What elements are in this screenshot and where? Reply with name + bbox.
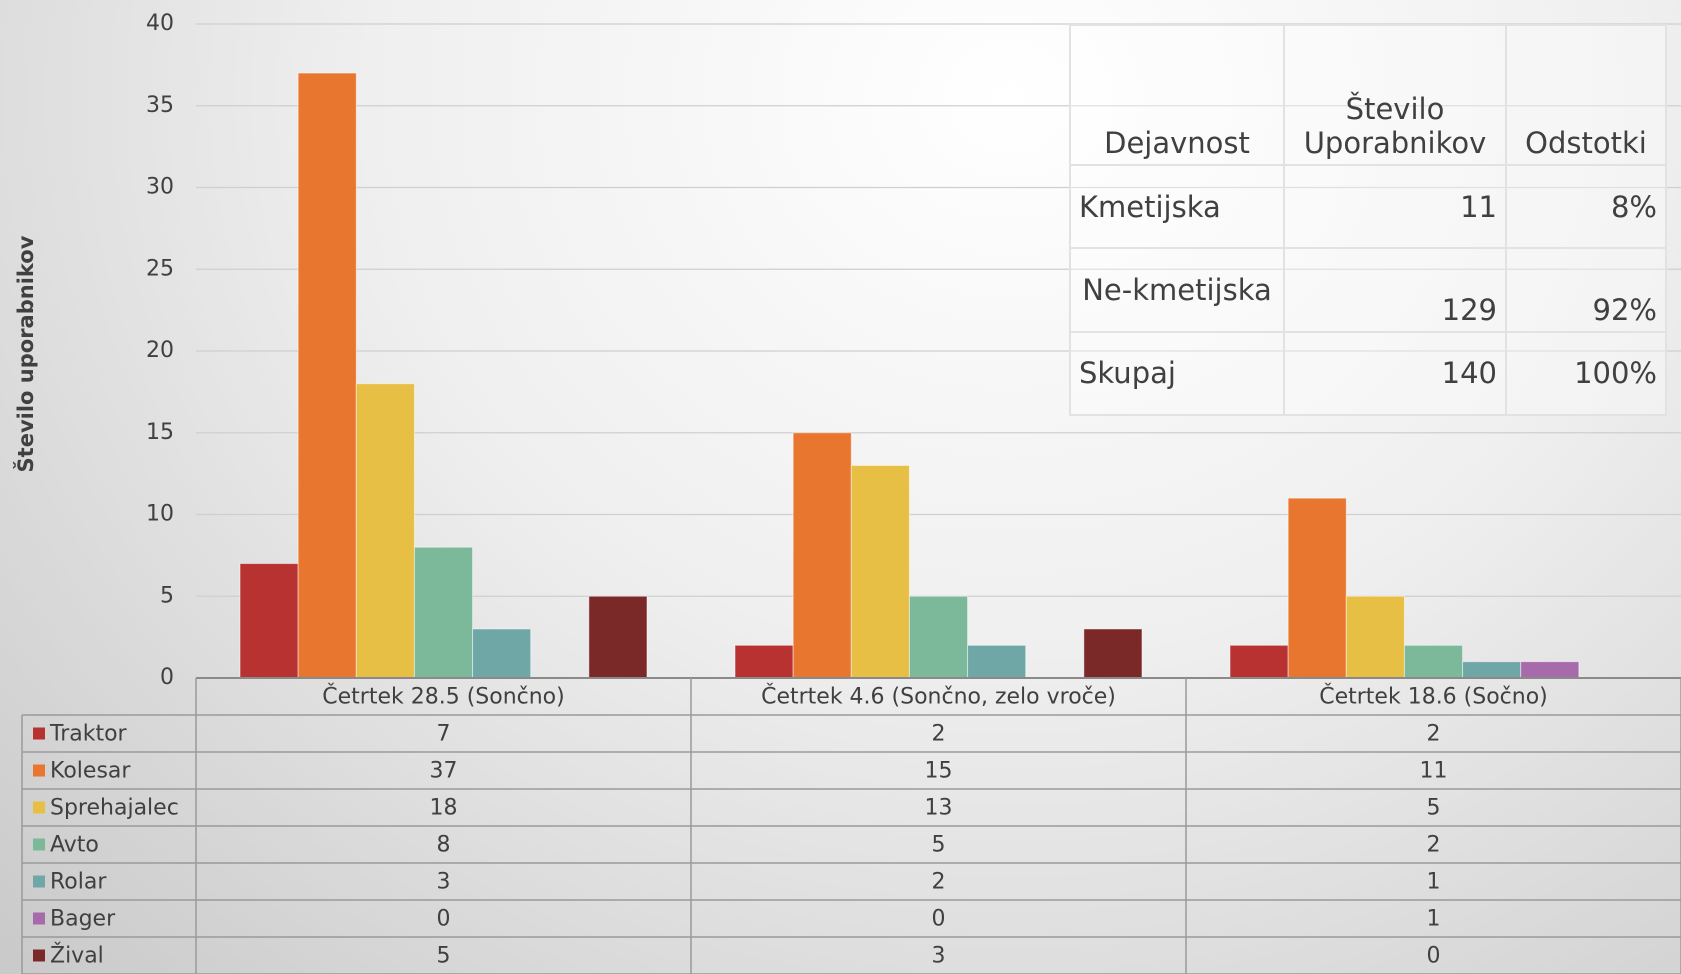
- table-cell: Skupaj: [1069, 330, 1285, 417]
- y-tick-label: 35: [146, 93, 174, 118]
- bar: [734, 644, 794, 679]
- legend-swatch: [33, 838, 45, 851]
- bar: [297, 72, 357, 679]
- bar: [1403, 644, 1464, 679]
- data-table-value: 37: [430, 759, 458, 784]
- bar: [1287, 497, 1347, 679]
- data-table-value: 0: [437, 907, 451, 932]
- bar: [1083, 628, 1143, 679]
- bar: [1345, 595, 1405, 679]
- legend-swatch: [33, 912, 45, 925]
- legend-swatch: [33, 949, 45, 962]
- legend-swatch: [33, 801, 45, 814]
- table-cell: 11: [1283, 163, 1507, 250]
- bar: [413, 546, 474, 679]
- data-table-value: 18: [430, 796, 458, 821]
- data-table-value: 5: [1427, 796, 1441, 821]
- y-tick-label: 15: [146, 420, 174, 445]
- data-table-value: 2: [932, 870, 946, 895]
- header-cell: Dejavnost: [1069, 24, 1285, 166]
- bar: [588, 595, 648, 679]
- y-axis-label: Število uporabnikov: [13, 235, 38, 472]
- data-table-value: 3: [932, 944, 946, 969]
- legend-label: Rolar: [50, 870, 107, 895]
- legend-label: Kolesar: [50, 759, 131, 784]
- x-tick-label: Četrtek 4.6 (Sončno, zelo vroče): [761, 684, 1116, 710]
- bar: [1520, 661, 1580, 679]
- data-table-value: 8: [437, 833, 451, 858]
- table-cell: 8%: [1505, 163, 1667, 250]
- bar: [239, 563, 299, 679]
- data-table-value: 0: [932, 907, 946, 932]
- bar: [1229, 644, 1289, 679]
- table-cell: Kmetijska: [1069, 163, 1285, 250]
- header-cell: Odstotki: [1505, 24, 1667, 166]
- data-table-value: 1: [1427, 870, 1441, 895]
- legend-label: Traktor: [49, 722, 128, 747]
- data-table-value: 2: [1427, 833, 1441, 858]
- y-tick-label: 0: [160, 665, 174, 690]
- bar: [355, 383, 415, 679]
- data-table-value: 2: [932, 722, 946, 747]
- header-cell: Število Uporabnikov: [1283, 24, 1507, 166]
- bar: [472, 628, 532, 679]
- table-row: Skupaj 140 100%: [1069, 330, 1667, 417]
- table-row: Ne-kmetijska 129 92%: [1069, 247, 1667, 333]
- legend-swatch: [33, 727, 45, 740]
- data-table-value: 0: [1427, 944, 1441, 969]
- y-tick-label: 30: [146, 175, 174, 200]
- legend-label: Žival: [50, 943, 104, 969]
- x-tick-label: Četrtek 28.5 (Sončno): [322, 684, 564, 710]
- bar: [850, 464, 910, 679]
- data-table-value: 5: [437, 944, 451, 969]
- table-row: Kmetijska 11 8%: [1069, 163, 1667, 250]
- bar: [792, 432, 852, 679]
- legend-swatch: [33, 764, 45, 777]
- data-table-value: 3: [437, 870, 451, 895]
- data-table-value: 11: [1420, 759, 1448, 784]
- y-tick-label: 20: [146, 338, 174, 363]
- y-tick-label: 40: [146, 11, 174, 36]
- data-table-value: 7: [437, 722, 451, 747]
- inset-table: Dejavnost Število Uporabnikov Odstotki K…: [1069, 24, 1667, 417]
- bar: [908, 595, 969, 679]
- x-tick-label: Četrtek 18.6 (Sočno): [1319, 684, 1548, 710]
- legend-label: Avto: [50, 833, 99, 858]
- data-table-value: 2: [1427, 722, 1441, 747]
- data-table-value: 5: [932, 833, 946, 858]
- data-table-value: 15: [925, 759, 953, 784]
- bar: [1462, 661, 1522, 679]
- data-table-value: 13: [925, 796, 953, 821]
- y-tick-label: 25: [146, 256, 174, 281]
- table-cell: 140: [1283, 330, 1507, 417]
- legend-label: Bager: [50, 907, 116, 932]
- data-table-value: 1: [1427, 907, 1441, 932]
- table-cell: 100%: [1505, 330, 1667, 417]
- bar: [967, 644, 1027, 679]
- table-cell: 129: [1283, 247, 1507, 333]
- table-cell: Ne-kmetijska: [1069, 247, 1285, 333]
- table-header: Dejavnost Število Uporabnikov Odstotki: [1069, 24, 1667, 166]
- table-cell: 92%: [1505, 247, 1667, 333]
- legend-swatch: [33, 875, 45, 888]
- y-tick-label: 10: [146, 502, 174, 527]
- legend-label: Sprehajalec: [50, 796, 179, 821]
- y-tick-label: 5: [160, 583, 174, 608]
